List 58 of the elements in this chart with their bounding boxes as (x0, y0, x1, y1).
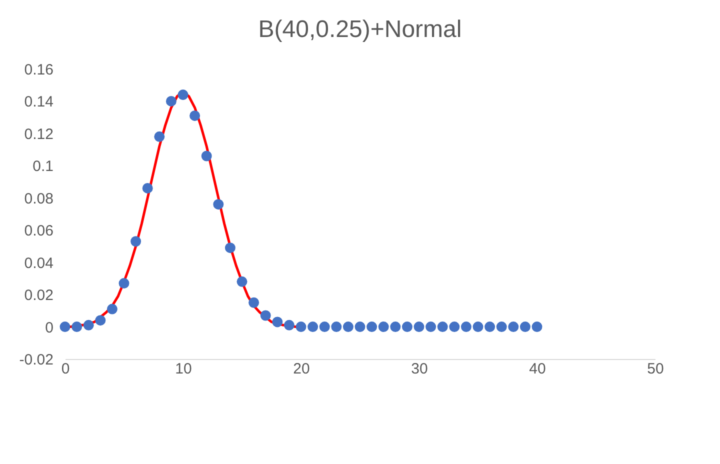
point (118, 278, 130, 289)
y-tick-label: 0.04 (24, 254, 54, 272)
chart-title: B(40,0.25)+Normal (258, 16, 462, 43)
point (414, 322, 424, 332)
point (354, 322, 366, 332)
point (166, 96, 176, 106)
point (178, 90, 188, 100)
point (201, 150, 212, 162)
point (520, 322, 530, 332)
point (342, 322, 354, 332)
point (260, 310, 271, 321)
point (472, 322, 484, 332)
point (213, 199, 224, 210)
point (308, 322, 318, 332)
point (224, 242, 236, 254)
point (60, 322, 70, 332)
point (106, 304, 118, 314)
point (190, 110, 200, 121)
point (130, 236, 142, 247)
point (449, 322, 460, 332)
y-tick-label: 0.1 (32, 158, 54, 176)
point (532, 322, 542, 332)
point (331, 322, 342, 332)
point (319, 322, 330, 332)
point (272, 316, 283, 328)
y-tick-label: 0.14 (24, 94, 54, 111)
point (95, 315, 106, 326)
point (437, 322, 448, 332)
point (236, 276, 248, 287)
point (496, 322, 507, 332)
point (390, 322, 401, 332)
y-tick-label: 0.16 (24, 62, 54, 78)
y-tick-label: 0.08 (24, 190, 54, 208)
x-tick-label: 10 (175, 360, 192, 378)
y-tick-label: 0.06 (24, 222, 54, 240)
point (296, 322, 306, 332)
y-tick-label: 0 (45, 319, 54, 336)
point (484, 322, 496, 332)
x-tick-label: 0 (61, 360, 70, 378)
point (508, 322, 519, 332)
point (402, 322, 412, 332)
point (378, 322, 389, 332)
y-tick-label: -0.02 (19, 352, 54, 368)
x-tick-label: 20 (293, 360, 310, 378)
x-tick-label: 40 (529, 360, 546, 378)
point (426, 322, 436, 332)
y-tick-label: 0.02 (24, 287, 54, 304)
y-tick-label: 0.12 (24, 126, 54, 143)
point (248, 297, 260, 308)
x-tick-label: 50 (647, 360, 664, 378)
x-tick-label: 30 (411, 360, 428, 378)
point (154, 131, 165, 142)
point (83, 320, 94, 330)
point (142, 182, 153, 194)
point (284, 320, 294, 330)
point (460, 322, 472, 332)
point (366, 322, 378, 332)
point (72, 322, 82, 332)
